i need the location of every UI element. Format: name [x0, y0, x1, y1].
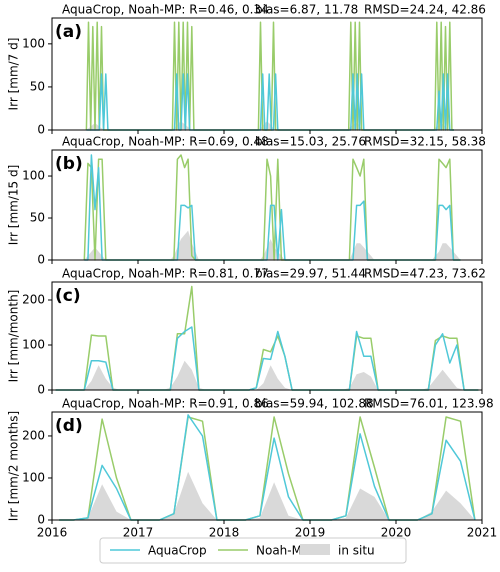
y-tick-label: 50	[30, 79, 45, 93]
panel-stats: bias=6.87, 11.78	[255, 3, 358, 17]
panel-stats: RMSD=47.23, 73.62	[364, 267, 486, 281]
y-tick-label: 50	[30, 211, 45, 225]
plot-frame	[51, 411, 483, 521]
panel-stats: AquaCrop, Noah-MP: R=0.46, 0.34	[62, 3, 269, 17]
panel-label: (a)	[55, 22, 82, 42]
x-tick-label: 2021	[467, 526, 498, 540]
y-axis-label: Irr [mm/15 d]	[7, 165, 21, 246]
panel-stats: RMSD=32.15, 58.38	[364, 135, 486, 149]
panel-stats: bias=29.97, 51.44	[255, 267, 366, 281]
y-tick-label: 0	[37, 383, 45, 397]
y-tick-label: 100	[22, 36, 45, 50]
y-axis-label: Irr [mm/2 months]	[7, 411, 21, 521]
panel-stats: bias=59.94, 102.88	[255, 397, 374, 411]
x-tick-label: 2016	[37, 526, 68, 540]
area	[55, 360, 479, 390]
panel-stats: AquaCrop, Noah-MP: R=0.69, 0.48	[62, 135, 269, 149]
legend-label: AquaCrop	[148, 544, 207, 558]
panel-stats: bias=15.03, 25.76	[255, 135, 366, 149]
y-tick-label: 0	[37, 513, 45, 527]
legend-swatch	[300, 544, 330, 555]
y-tick-label: 100	[22, 169, 45, 183]
panel-stats: AquaCrop, Noah-MP: R=0.81, 0.77	[62, 267, 269, 281]
legend-label: in situ	[338, 544, 375, 558]
plot-frame	[51, 281, 483, 391]
plot-frame	[51, 149, 483, 261]
y-tick-label: 100	[22, 470, 45, 484]
x-tick-label: 2017	[123, 526, 154, 540]
x-tick-label: 2020	[381, 526, 412, 540]
y-axis-label: Irr [mm/month]	[7, 290, 21, 383]
area	[59, 471, 475, 520]
line	[86, 73, 454, 131]
panel-stats: RMSD=24.24, 42.86	[364, 3, 486, 17]
panel-label: (d)	[55, 416, 83, 436]
panel-label: (b)	[55, 154, 83, 174]
panel-label: (c)	[55, 286, 81, 306]
y-tick-label: 200	[22, 293, 45, 307]
panel-stats: RMSD=76.01, 123.98	[364, 397, 494, 411]
legend-label: Noah-MP	[256, 544, 309, 558]
y-tick-label: 0	[37, 123, 45, 137]
plot-frame	[51, 17, 483, 131]
x-tick-label: 2019	[295, 526, 326, 540]
x-tick-label: 2018	[209, 526, 240, 540]
y-tick-label: 100	[22, 338, 45, 352]
area	[86, 121, 455, 130]
y-tick-label: 200	[22, 428, 45, 442]
legend: AquaCrop Noah-MP in situ	[99, 537, 407, 564]
panel-stats: AquaCrop, Noah-MP: R=0.91, 0.86	[62, 397, 269, 411]
y-tick-label: 0	[37, 253, 45, 267]
y-axis-label: Irr [mm/7 d]	[7, 38, 21, 111]
